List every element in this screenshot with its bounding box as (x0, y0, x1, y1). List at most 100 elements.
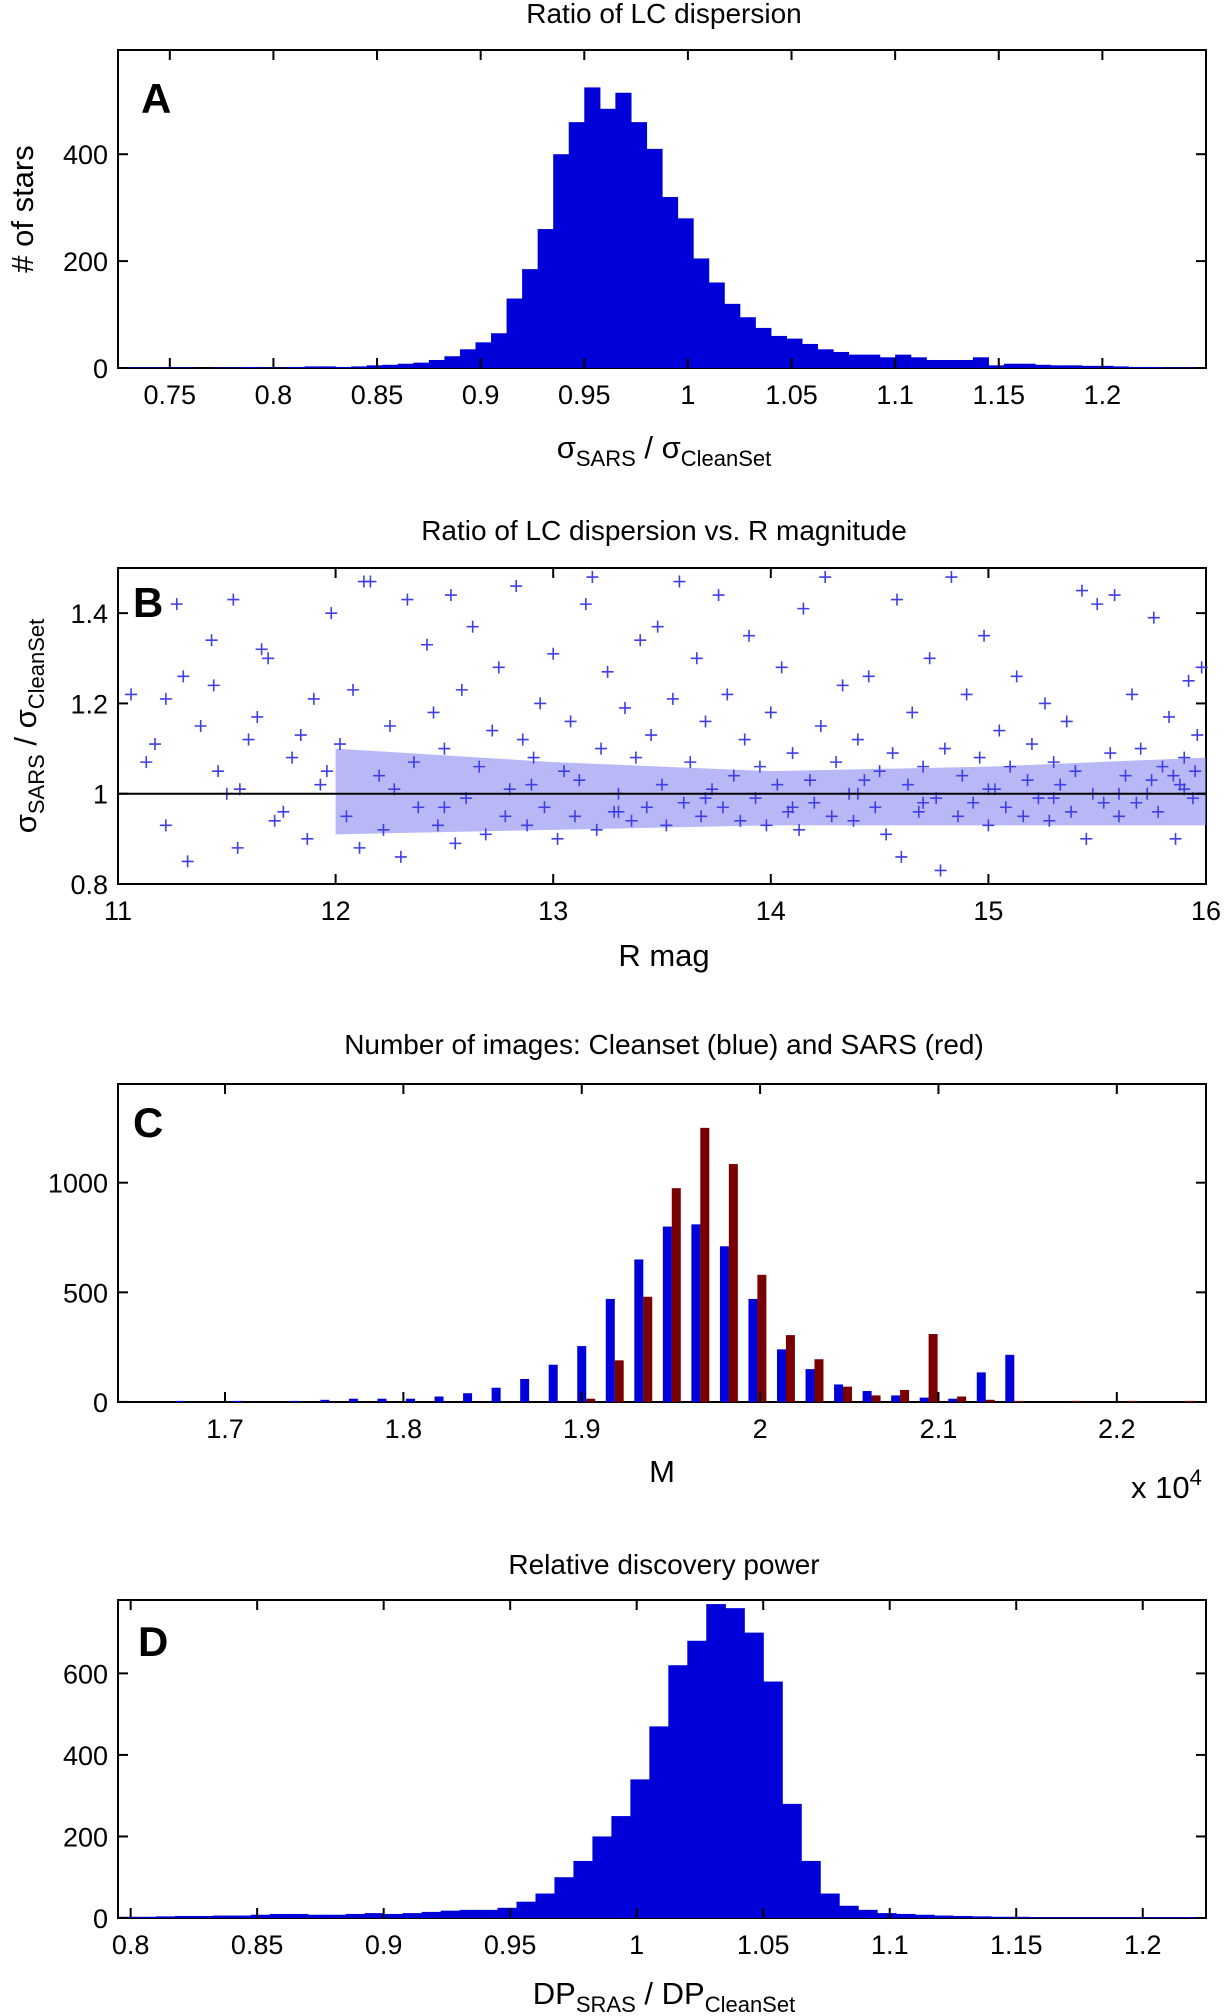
panel-a-bar (972, 357, 989, 368)
panel-b-y-label-main2: σ (8, 709, 43, 728)
panel-d-x-label-sub: SRAS (576, 1992, 636, 2016)
panel-a-bar (1159, 367, 1176, 368)
panel-b-point (521, 819, 534, 832)
panel-b-dense-band (335, 748, 1207, 835)
panel-b-point (301, 832, 314, 845)
panel-c-bar-cleanset (691, 1224, 701, 1402)
panel-b-point (906, 706, 919, 719)
panel-d-letter: D (138, 1618, 168, 1665)
panel-d-bar (706, 1604, 726, 1918)
panel-c-bar-sars (814, 1359, 824, 1402)
panel-b-point (1169, 832, 1182, 845)
panel-b: Ratio of LC dispersion vs. R magnitude 1… (8, 515, 1221, 973)
panel-d-x-label-sep: / (636, 1976, 662, 2011)
panel-c-bar-cleanset (719, 1246, 729, 1402)
panel-c-bar-sars (1128, 1400, 1138, 1402)
panel-a-bar (491, 333, 508, 368)
panel-b-point (1060, 715, 1073, 728)
panel-d-bar (858, 1909, 878, 1918)
panel-b-point (938, 742, 951, 755)
panel-d-x-tick-label: 0.8 (112, 1930, 150, 1960)
panel-a-bar (801, 343, 819, 368)
panel-a-bar (646, 148, 663, 368)
panel-a-bar (615, 92, 632, 369)
panel-b-point (1195, 661, 1208, 674)
panel-b-point (466, 620, 479, 633)
panel-a-x-tick-label: 0.9 (462, 380, 500, 410)
panel-d: Relative discovery power 0.8 0.85 0.9 0.95 1… (63, 1549, 1207, 2016)
panel-b-point (347, 683, 360, 696)
panel-a-bar (475, 342, 492, 368)
panel-b-point (808, 796, 821, 809)
panel-c-y-tick-label: 0 (93, 1388, 108, 1418)
panel-b-point (917, 760, 930, 773)
panel-b-point (967, 796, 980, 809)
panel-b-point (1112, 810, 1125, 823)
panel-c-x-tick-label: 1.7 (206, 1414, 244, 1444)
panel-b-point (951, 810, 964, 823)
panel-d-bar (1009, 1916, 1030, 1918)
panel-d-bar (554, 1877, 575, 1918)
panel-b-point (286, 751, 299, 764)
panel-a-bar (770, 335, 787, 368)
panel-b-point (886, 747, 899, 760)
panel-b-x-ticks: 11 12 13 14 15 16 (104, 568, 1221, 926)
panel-b-point (510, 580, 523, 593)
panel-c-x-tick-label: 2 (753, 1414, 768, 1444)
panel-c-x-tick-label: 1.9 (563, 1414, 601, 1444)
panel-d-bar (877, 1913, 897, 1918)
panel-c-bar-cleanset (491, 1387, 501, 1402)
panel-b-point (1043, 814, 1056, 827)
panel-b-point (1004, 760, 1017, 773)
panel-d-bar (478, 1909, 499, 1918)
panel-c-bar-cleanset (548, 1364, 558, 1402)
panel-d-bar (934, 1915, 954, 1918)
panel-b-point (181, 855, 194, 868)
panel-b-point (721, 688, 734, 701)
panel-a-bar (288, 366, 306, 368)
panel-a-bar (895, 354, 912, 368)
panel-b-point (880, 828, 893, 841)
panel-a-y-ticks: 0 200 400 (63, 140, 1206, 384)
panel-b-point (268, 814, 281, 827)
panel-a-bar (180, 367, 197, 368)
panel-a-bar (444, 356, 461, 368)
panel-a-bar (599, 108, 616, 368)
panel-d-x-tick-label: 1.2 (1124, 1930, 1162, 1960)
panel-c-bars (118, 1127, 1195, 1402)
panel-a-x-tick-label: 1 (680, 380, 695, 410)
panel-d-x-label-main2: DP (662, 1976, 705, 2011)
panel-c-bar-sars (671, 1188, 681, 1402)
panel-b-point (760, 819, 773, 832)
panel-b-point (516, 733, 529, 746)
panel-a-title: Ratio of LC dispersion (526, 0, 801, 29)
panel-c-bar-sars (1071, 1400, 1081, 1402)
panel-a-letter: A (141, 75, 171, 122)
panel-b-point (619, 701, 632, 714)
panel-c-bar-cleanset (948, 1398, 958, 1402)
panel-c-bar-cleanset (976, 1372, 986, 1402)
panel-b-points (125, 571, 1208, 877)
panel-b-point (307, 692, 320, 705)
panel-d-bar (573, 1860, 594, 1918)
panel-b-point (438, 801, 451, 814)
panel-a-bar (257, 367, 275, 368)
panel-b-point (727, 769, 740, 782)
panel-b-x-tick-label: 12 (321, 896, 351, 926)
panel-a-x-tick-label: 1.2 (1084, 380, 1122, 410)
panel-c-bar-cleanset (406, 1398, 416, 1402)
panel-b-y-ticks: 0.8 1 1.2 1.4 (70, 599, 1206, 900)
panel-b-letter: B (133, 579, 163, 626)
panel-b-title: Ratio of LC dispersion vs. R magnitude (421, 515, 907, 546)
panel-d-bar (839, 1905, 859, 1918)
panel-b-point (612, 805, 625, 818)
panel-b-point (586, 571, 599, 584)
panel-d-bar (269, 1913, 290, 1918)
panel-b-x-tick-label: 11 (104, 896, 132, 926)
panel-c-bar-sars (1014, 1400, 1024, 1402)
panel-b-point (538, 801, 551, 814)
panel-b-point (431, 819, 444, 832)
panel-d-bar (307, 1914, 328, 1918)
panel-b-point (1119, 769, 1132, 782)
panel-a-bar (366, 365, 383, 368)
